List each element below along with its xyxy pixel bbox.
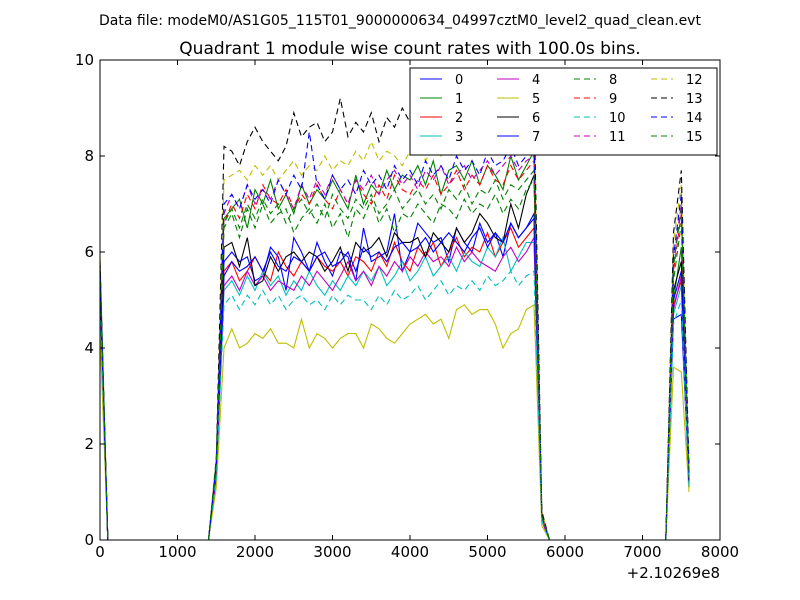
series-line-9	[99, 159, 690, 541]
x-offset-label: +2.10269e8	[627, 564, 720, 582]
series-line-11	[99, 155, 690, 541]
series-line-3	[99, 235, 690, 541]
x-tick-label: 8000	[701, 543, 739, 561]
y-tick-label: 4	[84, 339, 94, 357]
legend-label-0: 0	[455, 73, 463, 88]
series-line-6	[99, 174, 690, 541]
legend-label-13: 13	[686, 92, 703, 107]
y-tick-label: 8	[84, 147, 94, 165]
x-tick-label: 2000	[236, 543, 274, 561]
series-line-14	[99, 131, 690, 541]
legend-label-3: 3	[455, 130, 463, 145]
series-line-10	[99, 270, 690, 541]
series-line-4	[99, 235, 690, 541]
legend-label-10: 10	[609, 111, 626, 126]
legend-label-12: 12	[686, 73, 703, 88]
series-line-1	[99, 149, 690, 541]
legend-label-7: 7	[532, 130, 540, 145]
legend-label-5: 5	[532, 92, 540, 107]
x-tick-label: 5000	[468, 543, 506, 561]
legend-label-4: 4	[532, 73, 540, 88]
series-line-2	[99, 226, 690, 541]
plot-area	[99, 91, 690, 541]
legend-label-9: 9	[609, 92, 617, 107]
series-line-13	[99, 91, 690, 541]
x-tick-label: 0	[95, 543, 105, 561]
series-line-5	[99, 303, 690, 541]
series-line-15	[99, 168, 690, 541]
chart-suptitle: Data file: modeM0/AS1G05_115T01_90000006…	[99, 13, 701, 29]
chart-title: Quadrant 1 module wise count rates with …	[179, 39, 640, 59]
legend-box	[409, 67, 718, 156]
legend-label-14: 14	[686, 111, 703, 126]
x-tick-label: 7000	[623, 543, 661, 561]
series-line-7	[99, 216, 690, 541]
legend-label-6: 6	[532, 111, 540, 126]
legend-label-11: 11	[609, 130, 626, 145]
y-tick-label: 0	[84, 531, 94, 549]
legend-label-15: 15	[686, 130, 703, 145]
y-tick-label: 2	[84, 435, 94, 453]
legend-label-1: 1	[455, 92, 463, 107]
x-tick-label: 3000	[313, 543, 351, 561]
series-line-12	[99, 116, 690, 541]
x-tick-label: 1000	[158, 543, 196, 561]
series-line-8	[99, 178, 690, 541]
x-tick-label: 6000	[546, 543, 584, 561]
y-tick-label: 6	[84, 243, 94, 261]
legend-label-2: 2	[455, 111, 463, 126]
legend-label-8: 8	[609, 73, 617, 88]
y-tick-label: 10	[75, 51, 94, 69]
x-tick-label: 4000	[391, 543, 429, 561]
